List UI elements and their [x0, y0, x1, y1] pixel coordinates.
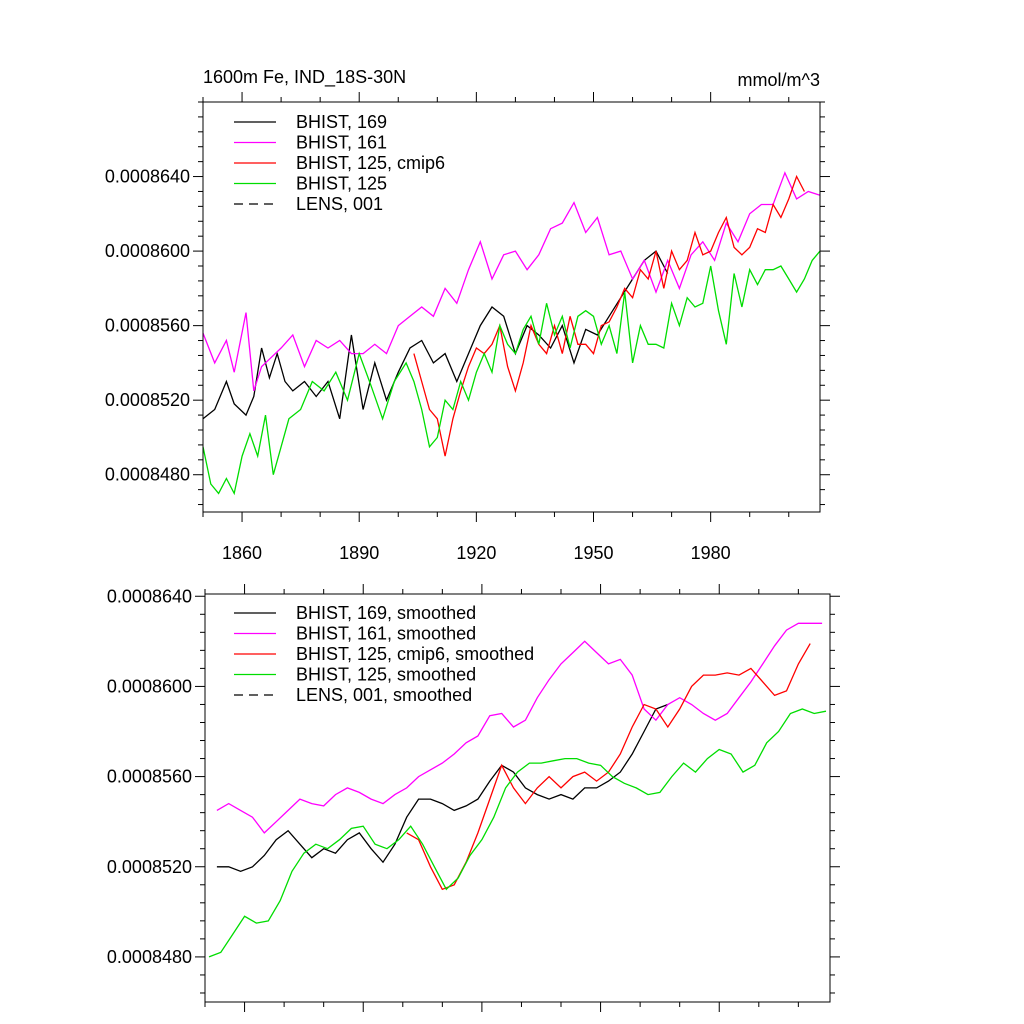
top-legend-label-1: BHIST, 161 [296, 133, 387, 153]
top-series-line-2 [413, 174, 805, 457]
bottom-legend-label-2: BHIST, 125, cmip6, smoothed [296, 644, 534, 664]
top-x-tick-label: 1920 [456, 543, 496, 563]
top-x-tick-label: 1950 [573, 543, 613, 563]
bottom-legend-label-3: BHIST, 125, smoothed [296, 665, 476, 685]
top-panel: 0.0008480 0.0008520 0.0008560 0.0008600 0.00… [105, 92, 830, 563]
top-legend-label-0: BHIST, 169 [296, 112, 387, 132]
top-legend-label-4: LENS, 001 [296, 194, 383, 214]
bottom-plot-frame [204, 593, 831, 1003]
bottom-y-tick-label: 0.0008600 [107, 676, 192, 696]
top-x-tick-label: 1890 [339, 543, 379, 563]
top-y-tick-label: 0.0008600 [105, 241, 190, 261]
bottom-y-tick-label: 0.0008520 [107, 857, 192, 877]
top-y-tick-label: 0.0008520 [105, 390, 190, 410]
top-legend-label-3: BHIST, 125 [296, 174, 387, 194]
top-y-tick-label: 0.0008480 [105, 465, 190, 485]
units-label: mmol/m^3 [738, 70, 820, 90]
top-series-line-0 [202, 250, 669, 420]
bottom-panel: 0.0008480 0.0008520 0.0008560 0.0008600 0.00… [107, 584, 840, 1012]
chart-title: 1600m Fe, IND_18S-30N [203, 67, 406, 88]
top-plot-frame [202, 101, 821, 513]
bottom-series-line-1 [216, 622, 823, 834]
top-y-tick-label: 0.0008640 [105, 167, 190, 187]
bottom-y-tick-label: 0.0008640 [107, 586, 192, 606]
bottom-y-tick-label: 0.0008560 [107, 767, 192, 787]
top-series-line-1 [202, 171, 821, 392]
bottom-legend-label-1: BHIST, 161, smoothed [296, 624, 476, 644]
bottom-legend-label-4: LENS, 001, smoothed [296, 685, 472, 705]
bottom-y-tick-label: 0.0008480 [107, 947, 192, 967]
top-y-tick-label: 0.0008560 [105, 316, 190, 336]
bottom-series-line-3 [208, 708, 827, 958]
bottom-legend-label-0: BHIST, 169, smoothed [296, 603, 476, 623]
bottom-series-line-0 [216, 703, 669, 872]
top-x-tick-label: 1980 [691, 543, 731, 563]
top-series-line-3 [202, 250, 821, 496]
top-legend-label-2: BHIST, 125, cmip6 [296, 153, 445, 173]
top-x-tick-label: 1860 [222, 543, 262, 563]
